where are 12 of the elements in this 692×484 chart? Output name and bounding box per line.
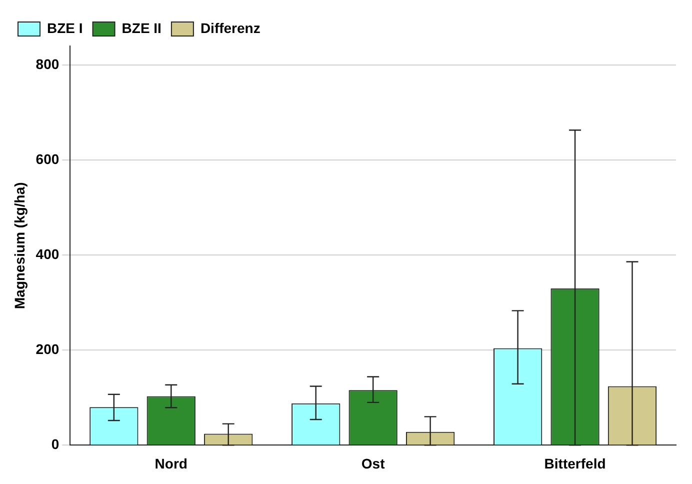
y-tick-label: 200 [36, 341, 60, 358]
legend-label: BZE II [122, 20, 162, 36]
y-tick-label: 600 [36, 150, 60, 167]
y-tick-label: 0 [51, 436, 60, 452]
x-tick-label: Nord [154, 455, 188, 472]
legend-label: Differenz [200, 20, 260, 36]
y-tick-label: 400 [36, 246, 60, 262]
x-tick-label: Bitterfeld [544, 455, 606, 472]
y-axis-title: Magnesium (kg/ha) [11, 182, 28, 309]
legend-label: BZE I [47, 20, 83, 36]
x-tick-label: Ost [361, 455, 386, 472]
y-tick-label: 800 [36, 56, 60, 72]
